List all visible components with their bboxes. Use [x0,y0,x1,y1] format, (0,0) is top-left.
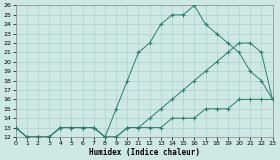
X-axis label: Humidex (Indice chaleur): Humidex (Indice chaleur) [88,148,200,156]
